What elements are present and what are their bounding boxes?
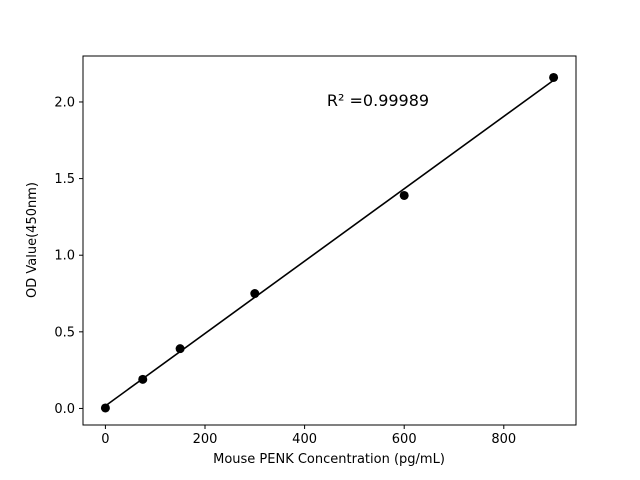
plot-area: 0 200 400 600 800 0.0 0.5 1.0 1.5 2.0 <box>54 55 577 447</box>
x-axis-label: Mouse PENK Concentration (pg/mL) <box>213 452 445 467</box>
y-axis-label: OD Value(450nm) <box>25 182 40 298</box>
x-tick-label: 400 <box>292 432 317 447</box>
y-tick-label: 2.0 <box>54 95 75 110</box>
data-point <box>549 72 559 82</box>
x-tick-label: 800 <box>491 432 516 447</box>
y-tick-label: 0.5 <box>54 325 75 340</box>
x-tick-label: 200 <box>193 432 218 447</box>
y-tick-label: 1.0 <box>54 249 75 264</box>
y-tick-label: 0.0 <box>54 402 75 417</box>
x-tick-label: 0 <box>101 432 109 447</box>
x-tick-label: 600 <box>392 432 417 447</box>
data-point <box>175 344 185 354</box>
fit-line <box>104 79 555 407</box>
plot-border <box>82 55 577 426</box>
data-point <box>250 289 260 299</box>
y-tick-label: 1.5 <box>54 172 75 187</box>
data-point <box>100 403 110 413</box>
data-point <box>138 374 148 384</box>
data-point <box>399 190 409 200</box>
r-squared-annotation: R² =0.99989 <box>327 91 429 110</box>
